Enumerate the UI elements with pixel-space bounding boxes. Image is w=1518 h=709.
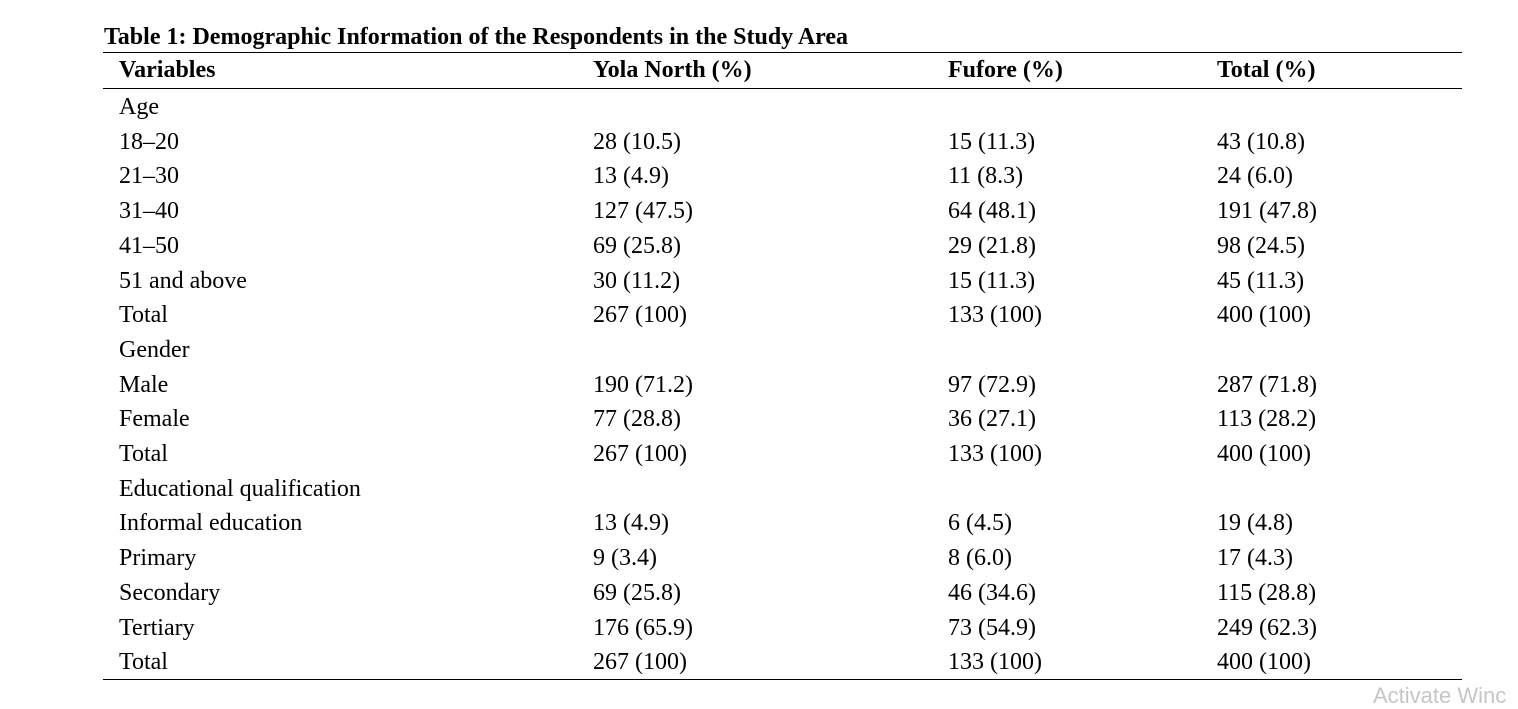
table-row: Female 77 (28.8) 36 (27.1) 113 (28.2) xyxy=(0,402,1518,436)
table-top-rule xyxy=(103,52,1462,53)
cell-total: 115 (28.8) xyxy=(1217,579,1317,606)
cell-yola-north: 267 (100) xyxy=(593,441,687,467)
cell-yola-north: 69 (25.8) xyxy=(593,579,681,606)
cell-variable: Secondary xyxy=(119,579,221,606)
cell-yola-north: 69 (25.8) xyxy=(593,232,681,259)
table-row: 31–40 127 (47.5) 64 (48.1) 191 (47.8) xyxy=(0,194,1518,228)
header-yola-north: Yola North (%) xyxy=(593,57,752,83)
cell-fufore: 11 (8.3) xyxy=(948,163,1024,190)
table-row: 41–50 69 (25.8) 29 (21.8) 98 (24.5) xyxy=(0,229,1518,263)
cell-variable: Total xyxy=(119,302,168,329)
table-row: 18–20 28 (10.5) 15 (11.3) 43 (10.8) xyxy=(0,125,1518,159)
cell-variable: 51 and above xyxy=(119,267,247,294)
table-row: Male 190 (71.2) 97 (72.9) 287 (71.8) xyxy=(0,368,1518,402)
cell-fufore: 15 (11.3) xyxy=(948,267,1036,294)
cell-total: 17 (4.3) xyxy=(1217,545,1293,572)
table-row: Tertiary 176 (65.9) 73 (54.9) 249 (62.3) xyxy=(0,611,1518,645)
cell-variable: Male xyxy=(119,371,169,398)
table-group-row: Gender xyxy=(0,333,1518,367)
cell-variable: 21–30 xyxy=(119,163,179,190)
table-row: Total 267 (100) 133 (100) 400 (100) xyxy=(0,298,1518,332)
cell-variable: Tertiary xyxy=(119,614,195,641)
table-row: 51 and above 30 (11.2) 15 (11.3) 45 (11.3) xyxy=(0,264,1518,298)
cell-fufore: 8 (6.0) xyxy=(948,545,1012,572)
cell-yola-north: 77 (28.8) xyxy=(593,406,681,433)
table-header-rule xyxy=(103,88,1462,89)
cell-yola-north: 127 (47.5) xyxy=(593,198,693,225)
cell-variable: Primary xyxy=(119,545,197,572)
table-caption: Table 1: Demographic Information of the … xyxy=(104,24,849,50)
table-row: Secondary 69 (25.8) 46 (34.6) 115 (28.8) xyxy=(0,576,1518,610)
cell-fufore: 29 (21.8) xyxy=(948,232,1036,259)
header-fufore: Fufore (%) xyxy=(948,57,1063,83)
cell-total: 24 (6.0) xyxy=(1217,163,1293,190)
cell-yola-north: 30 (11.2) xyxy=(593,267,681,294)
cell-fufore: 133 (100) xyxy=(948,302,1042,329)
cell-total: 249 (62.3) xyxy=(1217,614,1317,641)
cell-yola-north: 9 (3.4) xyxy=(593,545,657,572)
table-group-row: Age xyxy=(0,90,1518,124)
cell-fufore: 97 (72.9) xyxy=(948,371,1036,398)
cell-fufore: 64 (48.1) xyxy=(948,198,1036,225)
cell-total: 191 (47.8) xyxy=(1217,198,1317,225)
cell-variable: Total xyxy=(119,649,168,676)
table-row: Primary 9 (3.4) 8 (6.0) 17 (4.3) xyxy=(0,541,1518,575)
cell-total: 19 (4.8) xyxy=(1217,510,1293,537)
cell-fufore: 133 (100) xyxy=(948,441,1042,467)
activate-windows-watermark: Activate Winc xyxy=(1373,683,1507,708)
cell-variable: Gender xyxy=(119,336,190,363)
cell-total: 400 (100) xyxy=(1217,302,1311,329)
cell-variable: 41–50 xyxy=(119,232,179,259)
header-total: Total (%) xyxy=(1217,57,1316,83)
cell-fufore: 6 (4.5) xyxy=(948,510,1012,537)
cell-fufore: 133 (100) xyxy=(948,649,1042,676)
cell-yola-north: 13 (4.9) xyxy=(593,163,669,190)
cell-total: 400 (100) xyxy=(1217,441,1311,467)
table-row: Informal education 13 (4.9) 6 (4.5) 19 (4.8… xyxy=(0,506,1518,540)
cell-yola-north: 13 (4.9) xyxy=(593,510,669,537)
header-variables: Variables xyxy=(119,57,216,83)
cell-total: 98 (24.5) xyxy=(1217,232,1305,259)
cell-total: 113 (28.2) xyxy=(1217,406,1317,433)
cell-yola-north: 190 (71.2) xyxy=(593,371,693,398)
table-group-row: Educational qualification xyxy=(0,472,1518,506)
cell-total: 43 (10.8) xyxy=(1217,128,1305,155)
cell-yola-north: 176 (65.9) xyxy=(593,614,693,641)
table-header-row: Variables Yola North (%) Fufore (%) Tota… xyxy=(0,53,1518,87)
table-bottom-rule xyxy=(103,679,1462,680)
table-row: Total 267 (100) 133 (100) 400 (100) xyxy=(0,437,1518,471)
cell-total: 45 (11.3) xyxy=(1217,267,1305,294)
cell-variable: Informal education xyxy=(119,510,303,537)
cell-fufore: 46 (34.6) xyxy=(948,579,1036,606)
cell-fufore: 36 (27.1) xyxy=(948,406,1036,433)
cell-variable: Educational qualification xyxy=(119,475,361,502)
cell-variable: 31–40 xyxy=(119,198,179,225)
cell-yola-north: 28 (10.5) xyxy=(593,128,681,155)
cell-variable: Total xyxy=(119,441,168,467)
table-row: 21–30 13 (4.9) 11 (8.3) 24 (6.0) xyxy=(0,159,1518,193)
cell-yola-north: 267 (100) xyxy=(593,649,687,676)
cell-yola-north: 267 (100) xyxy=(593,302,687,329)
table-row: Total 267 (100) 133 (100) 400 (100) xyxy=(0,645,1518,679)
cell-fufore: 15 (11.3) xyxy=(948,128,1036,155)
cell-variable: Female xyxy=(119,406,190,433)
cell-fufore: 73 (54.9) xyxy=(948,614,1036,641)
cell-total: 400 (100) xyxy=(1217,649,1311,676)
cell-total: 287 (71.8) xyxy=(1217,371,1317,398)
cell-variable: 18–20 xyxy=(119,128,179,155)
cell-variable: Age xyxy=(119,94,159,120)
